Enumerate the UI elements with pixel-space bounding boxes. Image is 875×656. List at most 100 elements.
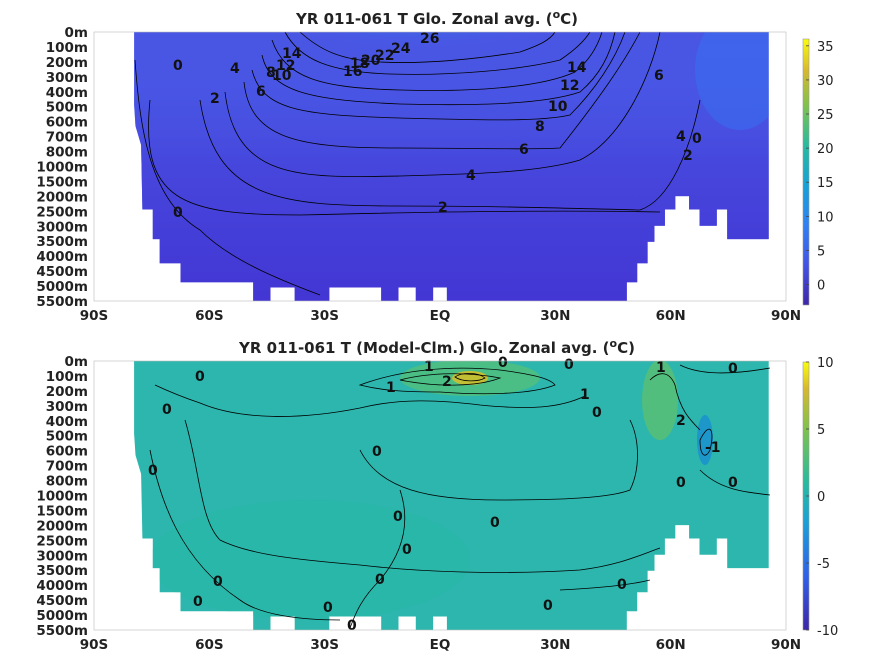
svg-text:10: 10 (272, 68, 292, 84)
colorbar-tick-label: 30 (817, 74, 834, 89)
y-tick-label: 400m (46, 85, 88, 101)
svg-text:0: 0 (193, 594, 203, 610)
svg-text:6: 6 (256, 84, 266, 100)
y-tick-label: 100m (46, 369, 88, 385)
y-tick-label: 0m (65, 25, 88, 41)
x-tick-label: EQ (430, 308, 451, 324)
svg-text:14: 14 (282, 46, 302, 62)
svg-text:4: 4 (676, 129, 686, 145)
svg-text:0: 0 (617, 577, 627, 593)
svg-text:10: 10 (548, 99, 568, 115)
colorbar-tick-label: -10 (817, 624, 838, 639)
svg-text:24: 24 (391, 41, 411, 57)
svg-text:8: 8 (266, 65, 276, 81)
y-tick-label: 800m (46, 145, 88, 161)
x-tick-label: 60S (195, 637, 224, 653)
colorbar-ticks: 35 30 25 20 15 10 5 0 (806, 40, 834, 294)
y-tick-label: 2000m (36, 518, 88, 534)
svg-text:0: 0 (402, 542, 412, 558)
svg-text:4: 4 (466, 168, 476, 184)
svg-text:0: 0 (490, 515, 500, 531)
svg-text:0: 0 (676, 475, 686, 491)
y-tick-label: 2000m (36, 189, 88, 205)
svg-text:1: 1 (580, 387, 590, 403)
colorbar-tick-label: 5 (817, 244, 825, 259)
y-tick-label: 700m (46, 130, 88, 146)
x-tick-label: 60S (195, 308, 224, 324)
svg-text:0: 0 (543, 598, 553, 614)
svg-text:22: 22 (375, 48, 394, 64)
x-tick-label: EQ (430, 637, 451, 653)
svg-text:0: 0 (323, 600, 333, 616)
x-tick-label: 30N (540, 308, 570, 324)
colorbar-tick-label: -5 (817, 557, 830, 572)
svg-text:16: 16 (343, 64, 362, 80)
colorbar-tick-label: 20 (817, 142, 834, 157)
svg-text:0: 0 (564, 357, 574, 373)
x-tick-label: 90S (80, 637, 109, 653)
y-tick-label: 200m (46, 384, 88, 400)
svg-text:0: 0 (393, 509, 403, 525)
colorbar-tick-label: 10 (817, 210, 834, 225)
chart-title: YR 011-061 T (Model-Clm.) Glo. Zonal avg… (238, 337, 635, 357)
y-tick-label: 4500m (36, 264, 88, 280)
x-tick-label: 90S (80, 308, 109, 324)
x-axis-ticks: 90S 60S 30S EQ 30N 60N 90N (80, 308, 801, 324)
y-tick-label: 5500m (36, 294, 88, 310)
svg-text:0: 0 (213, 574, 223, 590)
svg-text:6: 6 (519, 142, 529, 158)
heatmap-field (134, 361, 769, 630)
colorbar-tick-label: 0 (817, 279, 825, 294)
svg-text:1: 1 (424, 359, 434, 375)
chart-title: YR 011-061 T Glo. Zonal avg. (oC) (295, 8, 578, 28)
svg-text:-1: -1 (705, 440, 721, 456)
y-tick-label: 2500m (36, 204, 88, 220)
x-tick-label: 60N (656, 308, 686, 324)
y-tick-label: 5000m (36, 279, 88, 295)
svg-text:14: 14 (567, 60, 587, 76)
colorbar-ticks: 10 5 0 -5 -10 (806, 356, 838, 639)
y-tick-label: 3500m (36, 234, 88, 250)
svg-text:2: 2 (442, 374, 452, 390)
svg-text:6: 6 (654, 68, 664, 84)
svg-text:2: 2 (438, 200, 448, 216)
x-axis-ticks: 90S 60S 30S EQ 30N 60N 90N (80, 637, 801, 653)
colorbar-tick-label: 35 (817, 40, 834, 55)
x-tick-label: 30N (540, 637, 570, 653)
svg-text:0: 0 (375, 572, 385, 588)
y-tick-label: 1000m (36, 160, 88, 176)
colorbar-tick-label: 10 (817, 356, 834, 371)
y-tick-label: 400m (46, 414, 88, 430)
panel-anomaly: YR 011-061 T (Model-Clm.) Glo. Zonal avg… (36, 337, 838, 653)
contour-lines (134, 31, 701, 296)
svg-text:1: 1 (656, 360, 666, 376)
y-tick-label: 3500m (36, 563, 88, 579)
y-tick-label: 500m (46, 429, 88, 445)
y-tick-label: 200m (46, 55, 88, 71)
y-tick-label: 600m (46, 444, 88, 460)
y-tick-label: 1000m (36, 489, 88, 505)
svg-text:2: 2 (676, 413, 686, 429)
svg-text:0: 0 (162, 402, 172, 418)
y-tick-label: 800m (46, 474, 88, 490)
svg-text:1: 1 (386, 380, 396, 396)
contour-lines (149, 364, 771, 629)
svg-text:0: 0 (728, 361, 738, 377)
contour-labels: 1 0 0 2 1 1 0 0 0 0 0 1 2 -1 0 0 0 0 0 0… (148, 355, 738, 634)
svg-text:2: 2 (683, 148, 693, 164)
colorbar-tick-label: 0 (817, 490, 825, 505)
y-tick-label: 0m (65, 354, 88, 370)
svg-text:8: 8 (535, 119, 545, 135)
svg-text:20: 20 (361, 53, 381, 69)
svg-text:0: 0 (692, 131, 702, 147)
x-tick-label: 60N (656, 637, 686, 653)
svg-text:12: 12 (560, 78, 579, 94)
x-tick-label: 30S (310, 308, 339, 324)
svg-text:0: 0 (173, 58, 183, 74)
colorbar-tick-label: 5 (817, 423, 825, 438)
y-tick-label: 500m (46, 100, 88, 116)
svg-text:0: 0 (592, 405, 602, 421)
svg-text:0: 0 (195, 369, 205, 385)
x-tick-label: 90N (771, 308, 801, 324)
